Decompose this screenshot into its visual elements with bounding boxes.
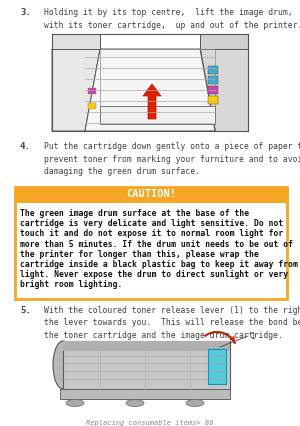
Text: 4.: 4. xyxy=(20,142,31,151)
Bar xyxy=(88,104,96,110)
Text: The green image drum surface at the base of the: The green image drum surface at the base… xyxy=(20,208,249,218)
Bar xyxy=(63,341,230,351)
Text: more than 5 minutes. If the drum unit needs to be out of: more than 5 minutes. If the drum unit ne… xyxy=(20,239,293,248)
Text: touch it and do not expose it to normal room light for: touch it and do not expose it to normal … xyxy=(20,229,283,238)
Text: Put the cartridge down gently onto a piece of paper to
prevent toner from markin: Put the cartridge down gently onto a pie… xyxy=(44,142,300,176)
Text: cartridge is very delicate and light sensitive. Do not: cartridge is very delicate and light sen… xyxy=(20,219,283,227)
Polygon shape xyxy=(52,50,100,132)
Bar xyxy=(208,97,218,105)
Ellipse shape xyxy=(66,400,84,406)
Bar xyxy=(60,389,230,399)
Polygon shape xyxy=(52,35,100,50)
Text: bright room lighting.: bright room lighting. xyxy=(20,280,122,289)
Bar xyxy=(208,87,218,95)
Bar xyxy=(15,187,287,299)
Text: CAUTION!: CAUTION! xyxy=(126,189,176,199)
Bar xyxy=(63,341,230,389)
FancyArrow shape xyxy=(143,85,161,120)
Text: Replacing consumable items> 86: Replacing consumable items> 86 xyxy=(86,419,214,425)
Bar xyxy=(100,50,215,125)
Ellipse shape xyxy=(53,341,73,389)
Text: light. Never expose the drum to direct sunlight or very: light. Never expose the drum to direct s… xyxy=(20,270,288,279)
Text: 1: 1 xyxy=(250,332,255,341)
Text: Holding it by its top centre,  lift the image drum,  complete
with its toner car: Holding it by its top centre, lift the i… xyxy=(44,8,300,29)
Bar xyxy=(15,187,287,204)
Polygon shape xyxy=(200,50,248,132)
Text: 3.: 3. xyxy=(20,8,31,17)
Text: the printer for longer than this, please wrap the: the printer for longer than this, please… xyxy=(20,249,259,258)
Text: 5.: 5. xyxy=(20,305,31,314)
Bar xyxy=(88,89,96,95)
Polygon shape xyxy=(85,50,215,132)
Bar xyxy=(208,67,218,75)
Ellipse shape xyxy=(126,400,144,406)
Bar xyxy=(208,349,226,384)
Polygon shape xyxy=(200,35,248,50)
Text: With the coloured toner release lever (1) to the right,  pull
the lever towards : With the coloured toner release lever (1… xyxy=(44,305,300,339)
Ellipse shape xyxy=(186,400,204,406)
Text: cartridge inside a black plastic bag to keep it away from: cartridge inside a black plastic bag to … xyxy=(20,259,298,268)
Bar xyxy=(100,107,215,125)
Bar xyxy=(208,77,218,85)
